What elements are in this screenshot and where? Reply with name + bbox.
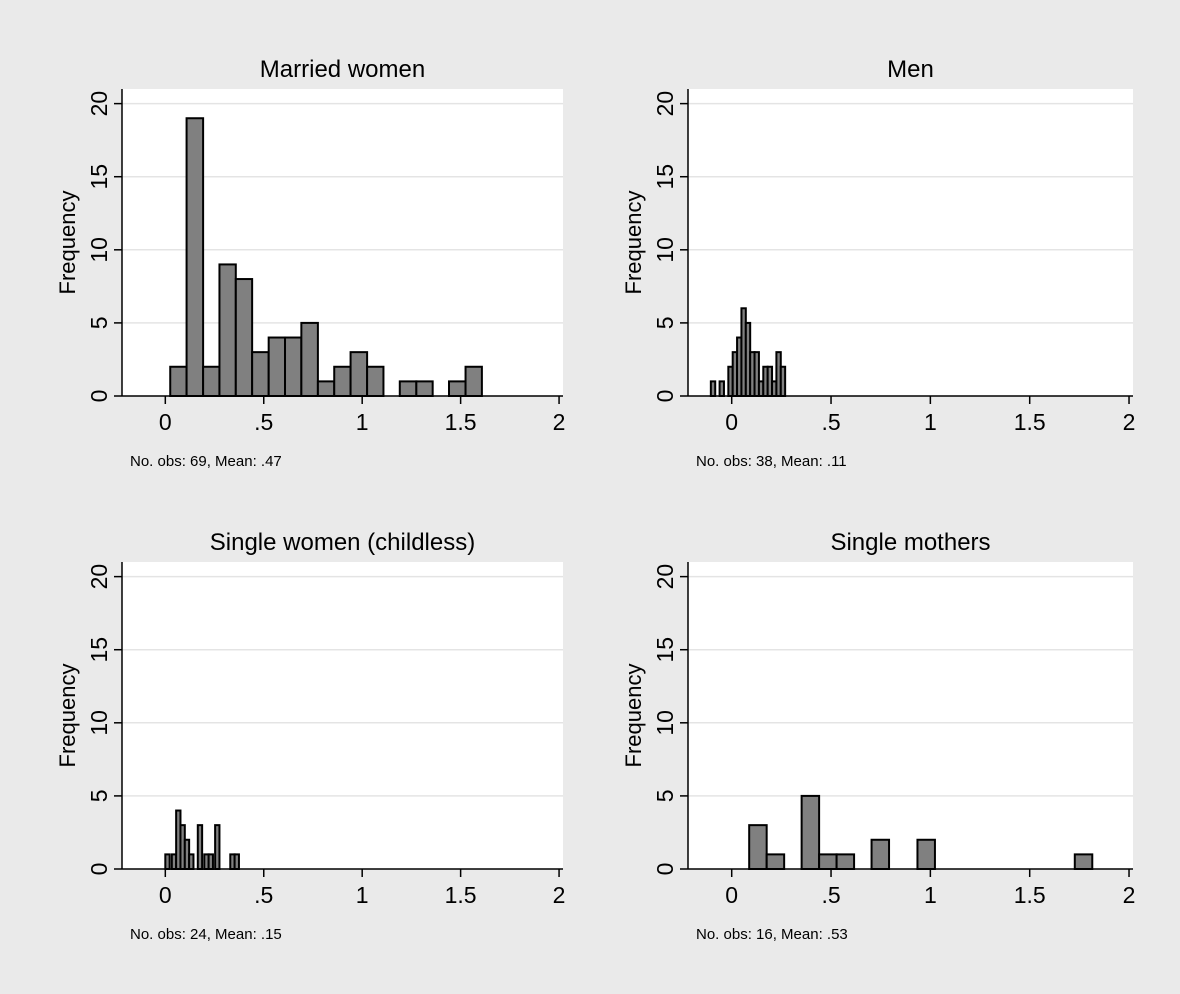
plot-region: [688, 89, 1133, 396]
x-tick-label: 1: [924, 409, 937, 435]
histogram-bar: [779, 365, 787, 397]
panel-note: No. obs: 38, Mean: .11: [696, 453, 847, 470]
y-tick-label: 10: [652, 710, 678, 736]
x-tick-label: 0: [725, 882, 738, 908]
histogram-bar: [316, 380, 336, 397]
histogram-bar: [300, 321, 319, 397]
histogram-bar: [284, 336, 303, 397]
y-tick-label: 10: [86, 237, 112, 263]
y-tick-label: 15: [652, 164, 678, 190]
y-tick-label: 10: [652, 237, 678, 263]
y-tick-label: 20: [652, 564, 678, 590]
histogram-bar: [916, 838, 936, 870]
histogram-bar: [207, 853, 214, 871]
y-tick-label: 5: [86, 790, 112, 803]
histogram-bar: [164, 853, 171, 871]
x-tick-label: 2: [1123, 882, 1136, 908]
x-tick-label: 1: [356, 882, 369, 908]
x-tick-label: 2: [1123, 409, 1136, 435]
histogram-bar: [464, 365, 483, 397]
panel-married-women: Married women Frequency No. obs: 69, Mea…: [55, 56, 565, 470]
histogram-bar: [251, 351, 270, 397]
x-tick-label: 1: [924, 882, 937, 908]
y-tick-label: 20: [86, 91, 112, 117]
y-axis-label: Frequency: [55, 191, 80, 295]
histogram-bar: [267, 336, 287, 397]
histogram-bar: [765, 853, 786, 871]
panel-title: Single women (childless): [210, 529, 475, 556]
x-tick-label: 1.5: [1014, 409, 1046, 435]
histogram-bar: [234, 278, 254, 397]
x-tick-label: 1: [356, 409, 369, 435]
y-tick-label: 5: [86, 317, 112, 330]
histogram-bar: [196, 824, 204, 871]
histogram-bar: [448, 380, 467, 397]
panel-single-women-childless: Single women (childless) Frequency No. o…: [55, 529, 565, 943]
histogram-bar: [718, 380, 725, 397]
y-axis-label: Frequency: [621, 191, 646, 295]
histogram-bar: [169, 365, 188, 397]
x-tick-label: 1.5: [445, 409, 477, 435]
x-tick-label: .5: [821, 882, 840, 908]
histogram-bar: [748, 824, 768, 871]
plot-region: [122, 562, 563, 869]
y-tick-label: 0: [652, 863, 678, 876]
y-tick-label: 0: [86, 390, 112, 403]
histogram-bar: [214, 824, 221, 871]
histogram-bar: [835, 853, 856, 871]
panel-single-mothers: Single mothers Frequency No. obs: 16, Me…: [621, 529, 1135, 943]
histogram-bar: [709, 380, 717, 397]
histogram-bar: [818, 853, 838, 871]
histogram-bar: [233, 853, 240, 871]
histogram-bar: [1073, 853, 1094, 871]
x-tick-label: 0: [159, 409, 172, 435]
x-tick-label: .5: [254, 882, 273, 908]
histogram-bar: [218, 263, 237, 397]
x-tick-label: 0: [725, 409, 738, 435]
y-tick-label: 5: [652, 790, 678, 803]
y-tick-label: 0: [652, 390, 678, 403]
y-axis-label: Frequency: [621, 664, 646, 768]
y-tick-label: 20: [652, 91, 678, 117]
y-tick-label: 15: [86, 637, 112, 663]
histogram-bar: [398, 380, 418, 397]
x-tick-label: 2: [553, 882, 566, 908]
plot-region: [688, 562, 1133, 869]
y-tick-label: 5: [652, 317, 678, 330]
y-tick-label: 10: [86, 710, 112, 736]
histogram-bar: [185, 117, 205, 397]
x-tick-label: 1.5: [1014, 882, 1046, 908]
panel-title: Men: [887, 56, 934, 83]
histogram-bar: [202, 365, 221, 397]
histogram-bar: [188, 853, 195, 871]
panel-title: Single mothers: [830, 529, 990, 556]
panel-title: Married women: [260, 56, 425, 83]
histogram-bar: [870, 838, 891, 870]
x-tick-label: 1.5: [445, 882, 477, 908]
y-tick-label: 15: [652, 637, 678, 663]
x-tick-label: .5: [254, 409, 273, 435]
histogram-bar: [333, 365, 352, 397]
histogram-bar: [366, 365, 385, 397]
histogram-bar: [800, 794, 821, 871]
histogram-bar: [349, 351, 369, 397]
panel-men: Men Frequency No. obs: 38, Mean: .11 0 .5…: [621, 56, 1135, 470]
y-axis-label: Frequency: [55, 664, 80, 768]
panel-note: No. obs: 69, Mean: .47: [130, 453, 282, 470]
y-tick-label: 0: [86, 863, 112, 876]
y-tick-label: 20: [86, 564, 112, 590]
panel-note: No. obs: 16, Mean: .53: [696, 926, 848, 943]
histogram-bar: [415, 380, 434, 397]
x-tick-label: 2: [553, 409, 566, 435]
x-tick-label: .5: [821, 409, 840, 435]
panel-note: No. obs: 24, Mean: .15: [130, 926, 282, 943]
y-tick-label: 15: [86, 164, 112, 190]
x-tick-label: 0: [159, 882, 172, 908]
